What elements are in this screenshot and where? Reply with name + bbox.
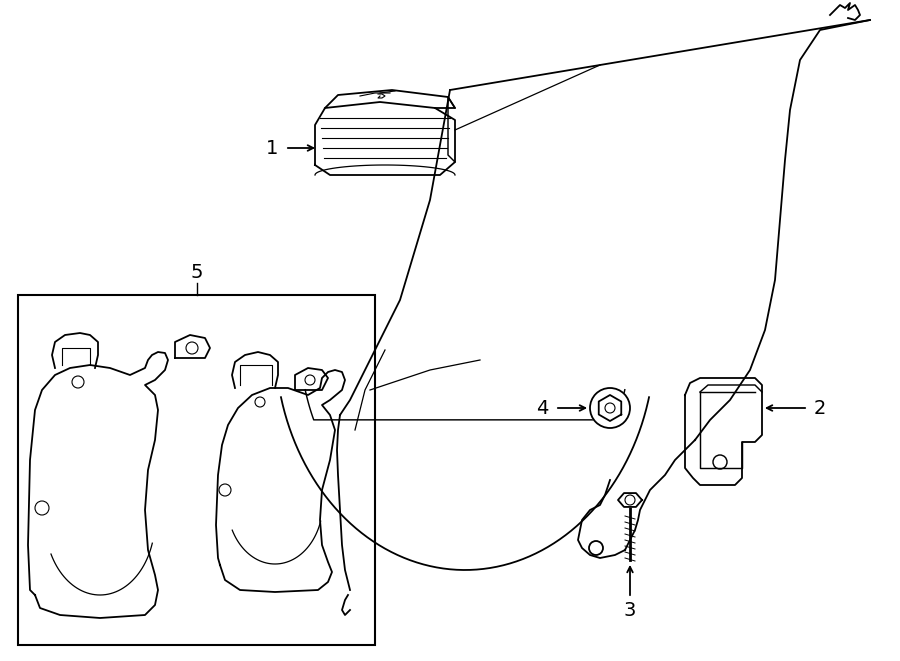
Polygon shape: [598, 395, 621, 421]
Circle shape: [590, 388, 630, 428]
Text: 3: 3: [624, 600, 636, 619]
Text: 1: 1: [266, 139, 278, 157]
Text: 4: 4: [536, 399, 548, 418]
Bar: [18, 295, 375, 645]
Text: 2: 2: [814, 399, 826, 418]
Polygon shape: [618, 493, 642, 507]
Circle shape: [605, 403, 615, 413]
Text: 5: 5: [191, 262, 203, 282]
